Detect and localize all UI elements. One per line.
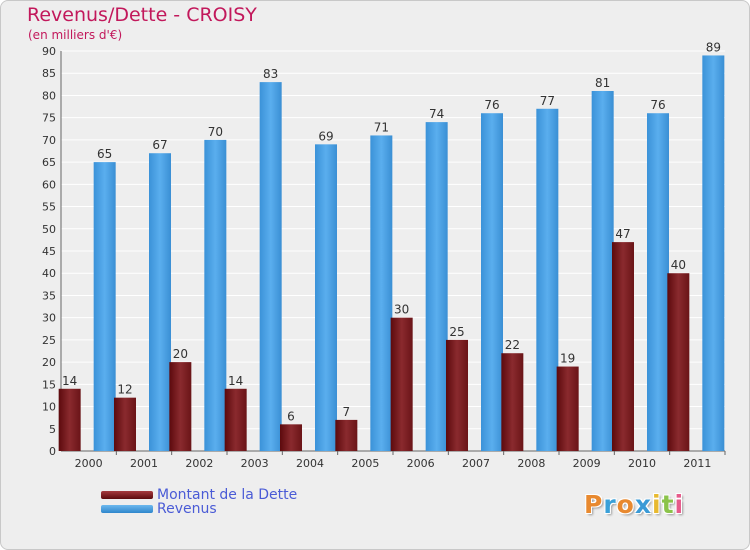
legend-swatch-revenue (101, 505, 153, 513)
y-tick-label: 75 (42, 112, 56, 125)
legend-label-debt: Montant de la Dette (157, 487, 298, 503)
bar-revenue (591, 91, 614, 451)
legend-label-revenue: Revenus (157, 501, 217, 517)
y-tick-label: 40 (42, 267, 56, 280)
legend-swatch-debt (101, 491, 153, 499)
data-label-debt: 14 (62, 374, 77, 388)
data-label-debt: 30 (394, 303, 409, 317)
x-tick-label: 2010 (628, 457, 656, 470)
logo-letter: t (661, 490, 675, 519)
chart-title: Revenus/Dette - CROISY (27, 4, 257, 26)
y-tick-label: 85 (42, 67, 56, 80)
x-tick-label: 2006 (407, 457, 435, 470)
y-tick-label: 5 (49, 423, 56, 436)
bar-revenue (481, 113, 503, 451)
y-tick-label: 55 (42, 201, 56, 214)
x-tick-label: 2005 (351, 457, 379, 470)
y-tick-label: 65 (42, 156, 56, 169)
x-tick-label: 2003 (241, 457, 269, 470)
data-label-revenue: 77 (540, 94, 555, 108)
bar-debt (556, 366, 579, 451)
data-label-debt: 12 (117, 383, 132, 397)
data-label-revenue: 83 (263, 67, 278, 81)
y-tick-label: 70 (42, 134, 56, 147)
logo-letter: x (634, 490, 652, 519)
logo-letter: o (616, 490, 635, 519)
bar-revenue (259, 82, 282, 451)
x-tick-label: 2009 (573, 457, 601, 470)
x-tick-label: 2004 (296, 457, 324, 470)
data-label-revenue: 69 (318, 129, 333, 143)
bar-revenue (370, 135, 393, 451)
data-label-debt: 19 (560, 352, 575, 366)
y-tick-label: 0 (49, 445, 56, 458)
y-tick-label: 35 (42, 289, 56, 302)
bar-revenue (702, 55, 725, 451)
bar-debt (280, 424, 302, 451)
data-label-revenue: 76 (484, 98, 499, 112)
data-label-revenue: 74 (429, 107, 444, 121)
bar-revenue (149, 153, 171, 451)
logo-letter: i (674, 490, 685, 519)
y-tick-label: 10 (42, 401, 56, 414)
bar-revenue (425, 122, 448, 451)
logo-letter: i (652, 490, 662, 519)
data-label-revenue: 65 (97, 147, 112, 161)
legend-item-debt: Montant de la Dette (101, 487, 298, 503)
y-tick-label: 20 (42, 356, 56, 369)
x-tick-label: 2000 (75, 457, 103, 470)
data-label-debt: 6 (287, 409, 295, 423)
y-tick-label: 25 (42, 334, 56, 347)
data-label-revenue: 67 (152, 138, 167, 152)
y-tick-label: 90 (42, 45, 56, 58)
data-label-revenue: 71 (374, 120, 389, 134)
bar-debt (501, 353, 524, 451)
x-tick-label: 2002 (185, 457, 213, 470)
x-tick-label: 2008 (517, 457, 545, 470)
data-label-debt: 25 (449, 325, 464, 339)
data-label-debt: 40 (671, 258, 686, 272)
bar-debt (335, 419, 358, 451)
bar-debt (667, 273, 690, 451)
bar-debt (446, 339, 468, 451)
bar-debt (224, 388, 247, 451)
y-tick-label: 30 (42, 312, 56, 325)
y-tick-label: 50 (42, 223, 56, 236)
data-label-debt: 20 (173, 347, 188, 361)
bar-debt (612, 242, 634, 451)
data-label-debt: 14 (228, 374, 243, 388)
data-label-debt: 7 (343, 405, 351, 419)
data-label-revenue: 89 (706, 40, 721, 54)
legend-item-revenue: Revenus (101, 501, 217, 517)
bar-revenue (204, 139, 227, 451)
bar-debt (169, 362, 192, 451)
data-label-revenue: 76 (650, 98, 665, 112)
y-tick-label: 80 (42, 89, 56, 102)
bar-revenue (536, 108, 559, 452)
y-tick-label: 60 (42, 178, 56, 191)
logo-letter: r (603, 490, 617, 519)
proxiti-logo: Proxiti (584, 490, 684, 519)
bar-revenue (647, 113, 669, 451)
data-label-debt: 22 (505, 338, 520, 352)
x-tick-label: 2001 (130, 457, 158, 470)
data-label-debt: 47 (615, 227, 630, 241)
bar-debt (390, 317, 413, 451)
y-tick-label: 45 (42, 245, 56, 258)
bar-debt (58, 388, 81, 451)
chart-subtitle: (en milliers d'€) (28, 28, 123, 42)
data-label-revenue: 81 (595, 76, 610, 90)
bar-debt (114, 397, 136, 451)
bar-revenue (93, 162, 116, 451)
logo-letter: P (584, 490, 604, 519)
x-tick-label: 2007 (462, 457, 490, 470)
y-tick-label: 15 (42, 378, 56, 391)
bar-revenue (315, 144, 337, 452)
x-tick-label: 2011 (683, 457, 711, 470)
data-label-revenue: 70 (208, 125, 223, 139)
